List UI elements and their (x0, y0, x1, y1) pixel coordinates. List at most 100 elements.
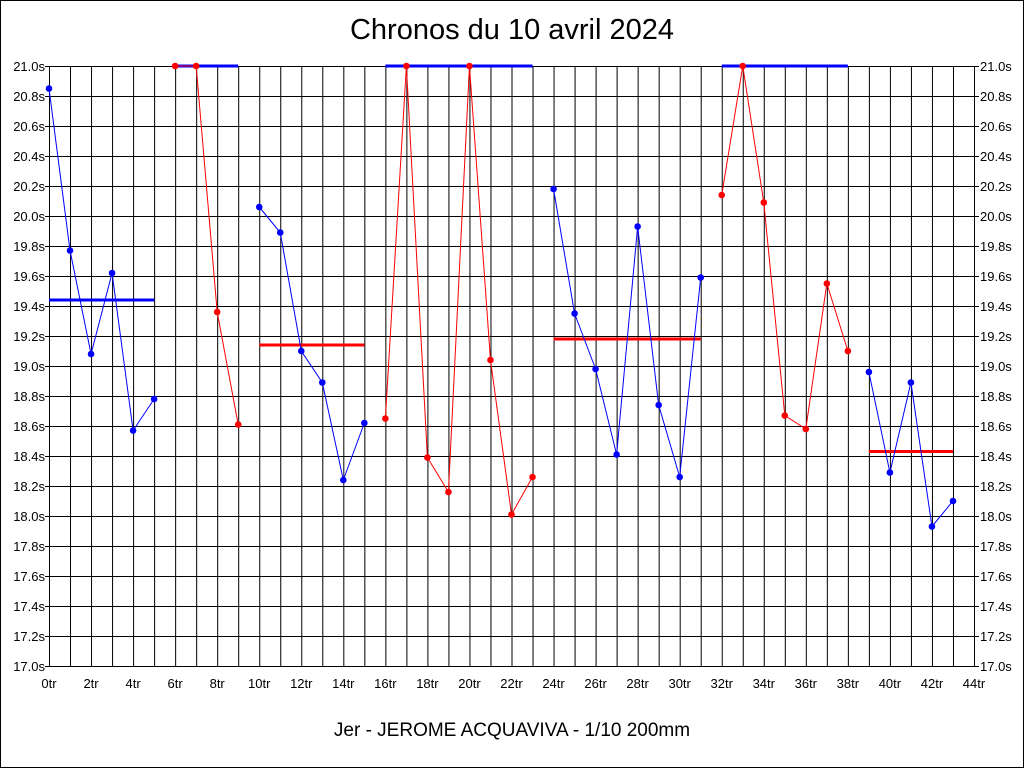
x-tick-label: 14tr (332, 676, 355, 691)
y-tick-label-right: 17.0s (980, 659, 1012, 674)
y-tick-label-left: 17.0s (13, 659, 45, 674)
data-point (949, 497, 957, 505)
x-tick-label: 20tr (458, 676, 481, 691)
x-tick-label: 32tr (711, 676, 734, 691)
y-tick-label-right: 20.2s (980, 179, 1012, 194)
y-tick-label-right: 17.6s (980, 569, 1012, 584)
data-point (297, 347, 305, 355)
y-tick-label-right: 20.0s (980, 209, 1012, 224)
data-point (424, 454, 431, 461)
series-lines (48, 65, 954, 528)
y-tick-label-left: 17.4s (13, 599, 45, 614)
y-tick-label-right: 18.0s (980, 509, 1012, 524)
y-tick-label-right: 21.0s (980, 59, 1012, 74)
data-point (592, 365, 599, 373)
y-tick-label-right: 19.4s (980, 299, 1012, 314)
data-point (340, 476, 347, 484)
data-point (676, 473, 683, 481)
y-tick-label-left: 18.6s (13, 419, 45, 434)
x-tick-label: 6tr (168, 676, 184, 691)
x-tick-label: 26tr (584, 676, 607, 691)
y-tick-label-right: 19.2s (980, 329, 1012, 344)
data-point (529, 473, 536, 481)
series-line (48, 88, 155, 432)
data-point (150, 395, 158, 403)
y-tick-label-left: 18.2s (13, 479, 45, 494)
y-tick-label-left: 21.0s (13, 59, 45, 74)
y-tick-label-right: 17.8s (980, 539, 1012, 554)
data-point (45, 85, 53, 92)
y-axis-ticks: 17.0s 17.0s 17.2s 17.2s 17.4s 17.4s 17.6s 17.6s… (13, 59, 1012, 674)
data-point (844, 347, 852, 355)
data-point (403, 62, 410, 70)
data-point (276, 229, 284, 236)
data-point (445, 488, 452, 496)
mean-lines (49, 64, 953, 453)
data-point (865, 368, 873, 376)
y-tick-label-left: 17.8s (13, 539, 45, 554)
x-tick-label: 42tr (921, 676, 944, 691)
data-point (739, 62, 747, 70)
chart-footer: Jer - JEROME ACQUAVIVA - 1/10 200mm (333, 720, 691, 741)
data-point (823, 280, 831, 287)
y-tick-label-left: 18.4s (13, 449, 45, 464)
x-axis-ticks: 0tr 2tr 4tr 6tr 8tr 10tr 12tr 14tr 16tr 18tr 20tr 2… (41, 676, 985, 691)
series-line (553, 188, 702, 478)
data-point (108, 269, 116, 277)
data-point (571, 310, 578, 317)
y-tick-label-left: 20.8s (13, 89, 45, 104)
x-tick-label: 40tr (879, 676, 902, 691)
series-line (384, 65, 533, 517)
y-tick-label-left: 20.0s (13, 209, 45, 224)
y-tick-label-left: 19.8s (13, 239, 45, 254)
data-point (697, 274, 705, 281)
y-tick-label-right: 17.4s (980, 599, 1012, 614)
x-tick-label: 0tr (41, 676, 57, 691)
y-tick-label-right: 18.8s (980, 389, 1012, 404)
data-point (234, 421, 242, 428)
data-point (192, 62, 200, 70)
data-point (655, 401, 662, 409)
y-tick-label-right: 18.2s (980, 479, 1012, 494)
data-point (718, 191, 726, 199)
y-tick-label-left: 19.4s (13, 299, 45, 314)
y-tick-label-left: 17.6s (13, 569, 45, 584)
y-tick-label-right: 20.4s (980, 149, 1012, 164)
data-point (255, 203, 263, 211)
y-tick-label-left: 20.2s (13, 179, 45, 194)
data-point (886, 469, 894, 476)
chart-title: Chronos du 10 avril 2024 (349, 14, 675, 46)
x-tick-label: 2tr (83, 676, 99, 691)
y-tick-label-right: 18.4s (980, 449, 1012, 464)
data-point (781, 412, 789, 419)
x-tick-label: 44tr (963, 676, 986, 691)
y-tick-label-left: 17.2s (13, 629, 45, 644)
x-tick-label: 12tr (290, 676, 313, 691)
data-point (129, 427, 137, 434)
x-tick-label: 38tr (837, 676, 860, 691)
y-tick-label-left: 18.0s (13, 509, 45, 524)
y-tick-label-left: 18.8s (13, 389, 45, 404)
y-tick-label-right: 18.6s (980, 419, 1012, 434)
data-point (213, 308, 221, 316)
x-tick-label: 28tr (626, 676, 649, 691)
y-tick-label-left: 19.2s (13, 329, 45, 344)
data-point (760, 199, 768, 206)
y-tick-label-left: 19.6s (13, 269, 45, 284)
data-point (508, 511, 515, 518)
y-tick-label-right: 19.8s (980, 239, 1012, 254)
data-point (466, 62, 473, 70)
data-point (487, 356, 494, 364)
data-points (45, 62, 957, 530)
data-point (928, 523, 936, 530)
y-tick-label-left: 20.6s (13, 119, 45, 134)
x-tick-label: 10tr (248, 676, 271, 691)
data-point (66, 247, 74, 254)
y-tick-label-left: 20.4s (13, 149, 45, 164)
x-tick-label: 34tr (753, 676, 776, 691)
x-tick-label: 22tr (500, 676, 523, 691)
y-tick-label-right: 19.0s (980, 359, 1012, 374)
y-tick-label-right: 20.8s (980, 89, 1012, 104)
y-tick-label-left: 19.0s (13, 359, 45, 374)
y-tick-label-right: 17.2s (980, 629, 1012, 644)
